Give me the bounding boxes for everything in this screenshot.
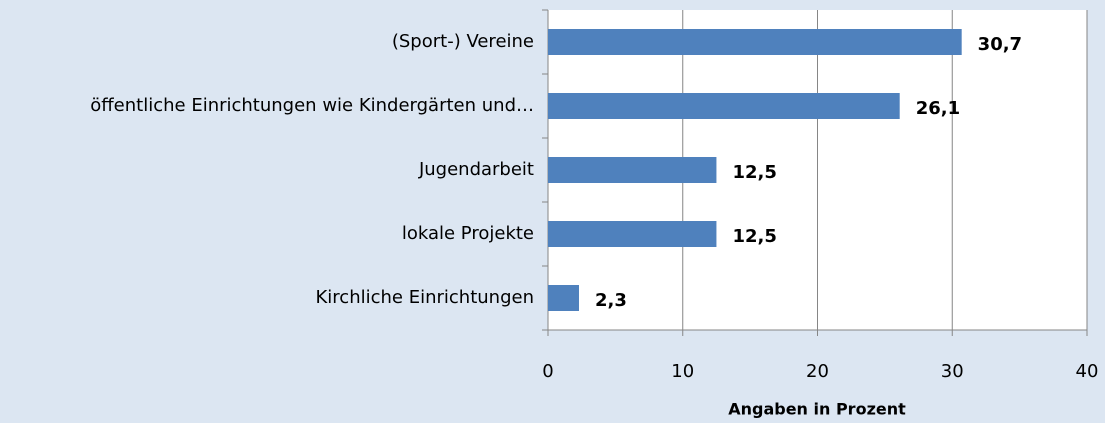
x-tick-label: 0 <box>542 361 553 382</box>
bar <box>548 221 717 247</box>
x-axis-label: Angaben in Prozent <box>728 400 906 419</box>
x-tick-label: 10 <box>671 361 694 382</box>
y-tick-label: lokale Projekte <box>402 223 534 244</box>
value-label: 12,5 <box>732 226 776 247</box>
x-tick-label: 30 <box>941 361 964 382</box>
y-tick-label: Jugendarbeit <box>418 159 534 180</box>
value-label: 2,3 <box>595 290 627 311</box>
y-tick-label: Kirchliche Einrichtungen <box>316 287 535 308</box>
y-tick-label: (Sport-) Vereine <box>392 31 534 52</box>
x-tick-label: 20 <box>806 361 829 382</box>
bar <box>548 285 579 311</box>
x-tick-label: 40 <box>1076 361 1099 382</box>
value-label: 12,5 <box>732 162 776 183</box>
y-tick-label: öffentliche Einrichtungen wie Kindergärt… <box>90 95 534 116</box>
bar <box>548 157 717 183</box>
value-label: 26,1 <box>916 98 960 119</box>
value-label: 30,7 <box>978 34 1022 55</box>
bar <box>548 93 900 119</box>
bar <box>548 29 962 55</box>
